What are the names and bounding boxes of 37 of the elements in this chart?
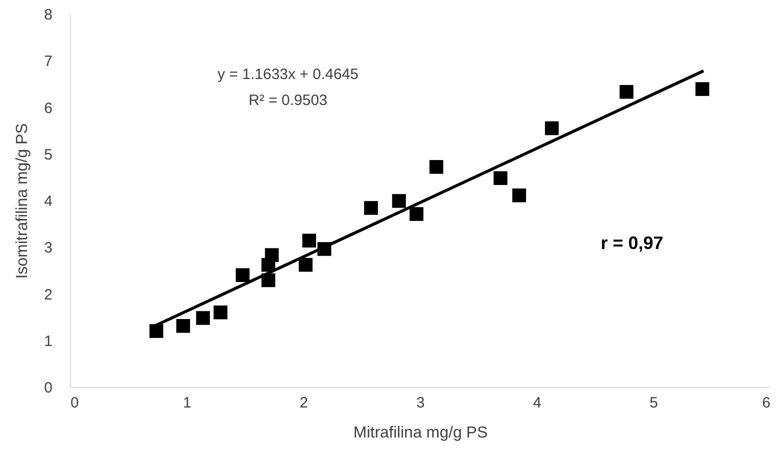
point [512,188,526,202]
point [544,121,559,136]
point [298,258,313,272]
y-tick-label: 5 [44,146,52,164]
x-axis-title: Mitrafilina mg/g PS [353,424,488,442]
x-tick-label: 5 [650,394,658,412]
annotation: r = 0,97 [600,233,664,253]
point [196,311,210,325]
annotation: R² = 0.9503 [248,92,328,109]
x-tick-label: 6 [762,394,770,412]
x-tick-label: 0 [70,394,79,412]
point [236,268,250,282]
point [176,319,190,333]
point [364,201,378,215]
x-tick-label: 3 [416,394,425,412]
point [695,82,710,96]
x-tick-label: 2 [300,394,308,412]
y-tick-label: 1 [44,332,52,350]
y-tick-label: 8 [44,6,52,24]
x-tick-label: 1 [182,394,192,412]
y-tick-label: 4 [44,193,52,210]
point [302,234,316,248]
point [494,171,508,186]
y-tick-label: 6 [44,100,52,117]
y-tick-label: 0 [44,380,52,396]
y-tick-label: 2 [44,286,52,304]
x-tick-label: 4 [532,394,542,412]
point [264,248,279,262]
point [214,306,228,320]
point [392,194,406,208]
point [410,207,424,221]
y-tick-label: 3 [44,240,52,257]
point [620,84,634,99]
y-axis-title: Isomitrafilina mg/g PS [14,123,32,279]
annotation: y = 1.1633x + 0.4645 [218,66,358,83]
point [429,160,444,174]
y-tick-label: 7 [44,53,52,70]
